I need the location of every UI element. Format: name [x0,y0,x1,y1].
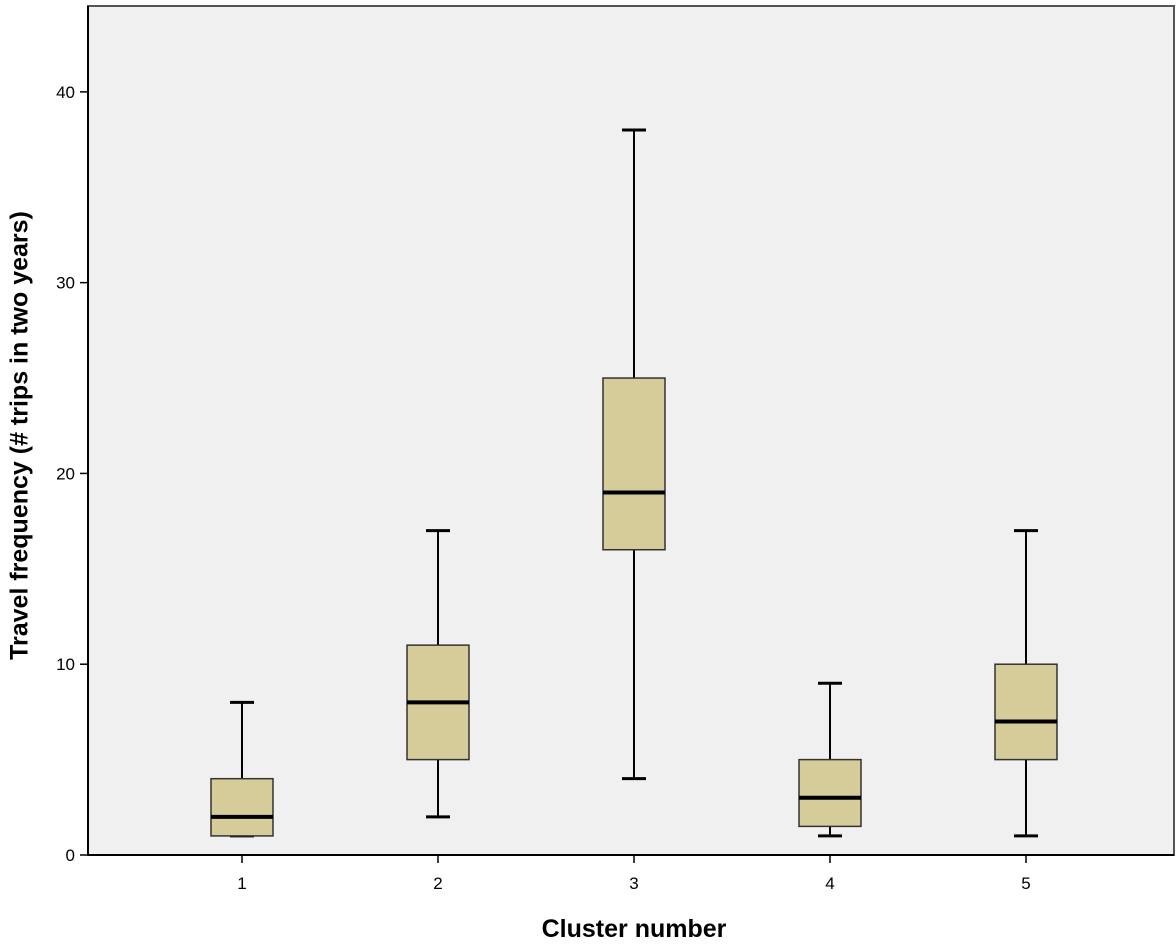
x-axis-title: Cluster number [542,915,727,943]
box-group-3 [602,128,666,781]
x-tick-label: 4 [825,874,834,893]
y-tick-label: 20 [56,464,75,483]
y-tick-label: 40 [56,83,75,102]
x-tick-label: 3 [629,874,638,893]
iqr-box [798,758,862,828]
x-tick-label: 5 [1021,874,1030,893]
iqr-box [602,377,666,551]
box-series [210,128,1058,838]
y-tick-label: 30 [56,274,75,293]
box-group-5 [994,529,1058,838]
box-group-1 [210,700,274,838]
y-tick-label: 0 [66,846,75,865]
y-axis: 0 10 20 30 40 [56,6,89,865]
y-axis-title: Travel frequency (# trips in two years) [6,211,34,660]
box-group-2 [406,529,470,819]
x-tick-label: 1 [237,874,246,893]
y-tick-label: 10 [56,655,75,674]
x-tick-label: 2 [433,874,442,893]
iqr-box [210,777,274,837]
x-axis: 1 2 3 4 5 [88,854,1174,893]
box-group-4 [798,681,862,838]
iqr-box [994,663,1058,761]
